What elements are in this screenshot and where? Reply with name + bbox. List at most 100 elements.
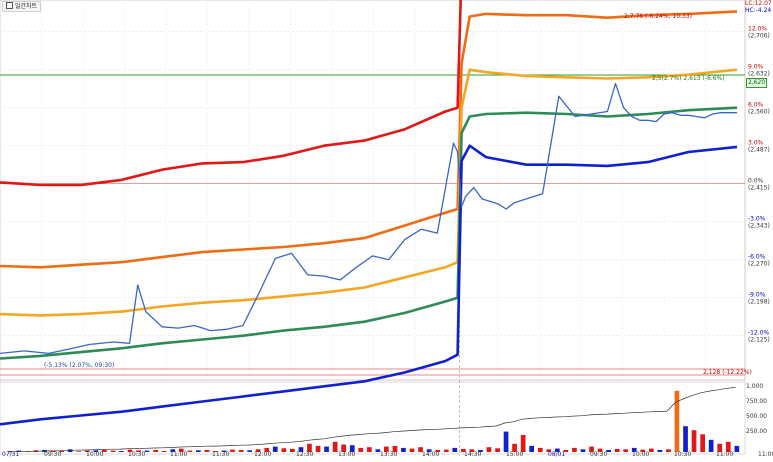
volume-bar	[230, 449, 235, 452]
time-label: 10:00	[632, 451, 649, 458]
volume-bar	[247, 450, 252, 452]
volume-bar	[486, 447, 492, 452]
volume-bar	[452, 447, 458, 452]
right-axis-pct: 6.0%	[748, 102, 764, 109]
volume-bar	[640, 449, 646, 452]
volume-bar	[255, 449, 261, 452]
series-blue	[0, 144, 738, 426]
right-axis-pct: -12.0%	[748, 330, 770, 337]
volume-bar	[93, 450, 99, 452]
volume-bar	[384, 446, 389, 452]
volume-axis-label: 750.00	[746, 398, 767, 405]
volume-bar	[426, 449, 432, 452]
volume-bar	[572, 447, 577, 452]
volume-bar	[529, 445, 534, 452]
volume-bar	[725, 441, 731, 452]
volume-bar	[367, 447, 372, 452]
volume-axis-labels: 1,000 750.00 500.00 250.00	[746, 383, 767, 435]
volume-bar	[264, 447, 270, 452]
volume-bar	[59, 451, 64, 452]
volume-bar	[649, 448, 654, 452]
volume-bar	[84, 450, 90, 452]
time-label: 10:00	[86, 451, 103, 458]
time-label: 12:30	[296, 451, 313, 458]
volume-bar	[717, 443, 723, 452]
volume-bar	[110, 450, 116, 452]
time-label: 15:00	[506, 451, 523, 458]
volume-bar	[495, 448, 500, 452]
time-label: 07/31	[2, 451, 19, 458]
bottom-marker: 2,128 (-12.22%)	[703, 369, 752, 376]
series-amber	[0, 68, 738, 317]
volume-bar	[589, 446, 594, 452]
time-label: 08/01	[548, 451, 565, 458]
time-label: 13:30	[380, 451, 397, 458]
series-red	[0, 0, 462, 187]
right-axis-price: (2,415)	[748, 185, 770, 192]
time-label: 11:30	[212, 451, 229, 458]
chart-title-tag[interactable]: 일간차트	[2, 1, 42, 12]
volume-bar	[734, 445, 740, 452]
volume-bar	[187, 450, 193, 452]
volume-bar	[332, 441, 338, 452]
volume-bar	[298, 447, 304, 452]
volume-bar	[401, 447, 406, 452]
volume-bar	[657, 450, 663, 452]
volume-bar	[127, 449, 133, 452]
volume-bar	[213, 451, 218, 452]
right-axis-price: (2,270)	[748, 261, 770, 268]
time-axis-labels: 07/31 09:30 10:00 10:30 11:00 11:30 12:00 12:30…	[2, 451, 773, 458]
right-axis-pct: 9.0%	[748, 64, 764, 71]
right-axis-price: (2,706)	[748, 33, 770, 40]
volume-bar	[580, 449, 586, 452]
current-price-box: 2,620	[746, 78, 768, 88]
hc-label: HC:-4.24	[745, 7, 772, 14]
right-axis-price: (2,343)	[748, 223, 770, 230]
volume-bar	[443, 449, 449, 452]
volume-bar	[349, 445, 355, 452]
time-label: 12:00	[254, 451, 271, 458]
volume-bar	[16, 450, 22, 452]
volume-bar	[461, 448, 466, 452]
time-label: 10:30	[674, 451, 691, 458]
right-axis-labels: 12.0%(2,706)9.0%(2,632)6.0%(2,560)3.0%(2…	[748, 26, 770, 344]
volume-bar	[674, 390, 680, 452]
volume-bar	[683, 426, 688, 452]
right-axis-pct: -6.0%	[748, 254, 766, 261]
volume-bar	[102, 450, 107, 452]
price-line	[0, 82, 737, 355]
time-label: 11:00	[716, 451, 733, 458]
volume-bar	[623, 449, 628, 452]
volume-bar	[221, 450, 227, 452]
volume-bar	[161, 451, 167, 452]
volume-bar	[196, 450, 201, 452]
volume-bar	[119, 451, 124, 452]
volume-bar	[503, 431, 509, 452]
volume-axis-label: 1,000	[746, 383, 763, 390]
volume-bar	[537, 447, 543, 452]
volume-bar	[341, 444, 346, 452]
chart-title: 일간차트	[15, 3, 38, 10]
volume-bar	[238, 450, 244, 452]
volume-bar	[708, 439, 714, 452]
right-axis-price: (2,560)	[748, 109, 770, 116]
right-axis-pct: -9.0%	[748, 292, 766, 299]
volume-bar	[324, 446, 329, 452]
volume-cumulative-line	[8, 387, 736, 453]
time-label: 14:30	[464, 451, 481, 458]
volume-bar	[563, 450, 569, 452]
volume-bar	[76, 451, 82, 452]
volume-bar	[358, 447, 364, 452]
volume-bar	[67, 449, 73, 452]
time-label: 10:30	[128, 451, 145, 458]
right-axis-price: (2,632)	[748, 71, 770, 78]
right-axis-pct: 0.0%	[748, 178, 764, 185]
volume-bar	[178, 448, 184, 452]
right-axis-price: (2,487)	[748, 147, 770, 154]
time-label: 11:00:00	[758, 451, 773, 458]
volume-bar	[8, 451, 13, 452]
current-marker: 2,5(2.7%) 2,613 (-6.6%)	[652, 75, 725, 82]
volume-bar	[520, 435, 526, 452]
